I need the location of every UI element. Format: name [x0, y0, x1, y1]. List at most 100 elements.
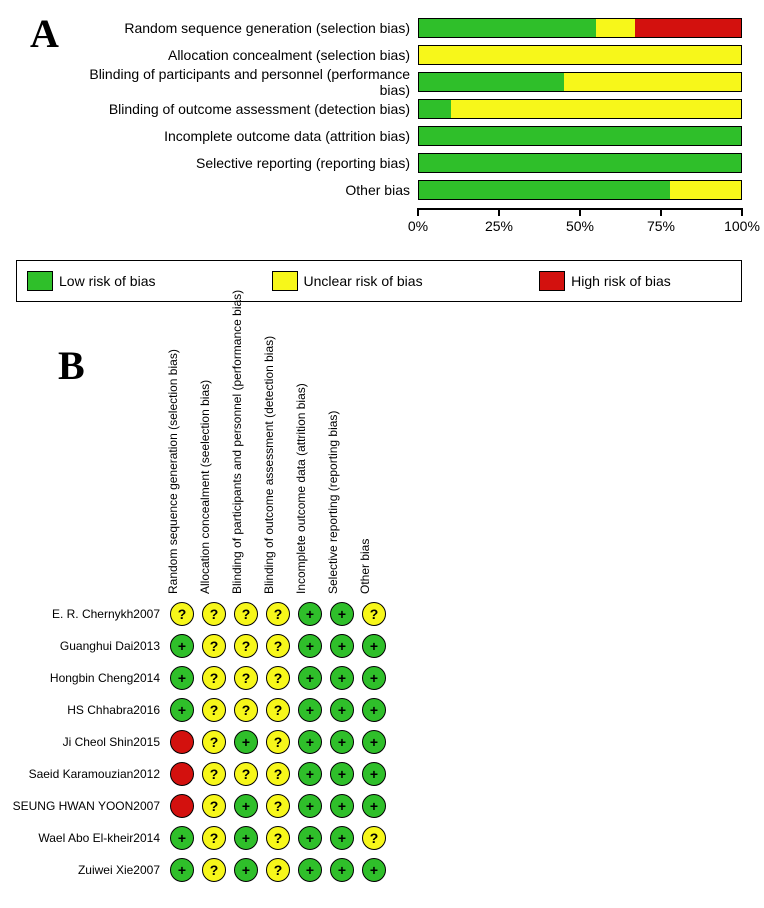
risk-circle-unclear: ?	[266, 666, 290, 690]
risk-circle-low: +	[330, 634, 354, 658]
panel-b-cell: +	[326, 822, 358, 854]
risk-circle-low: +	[298, 698, 322, 722]
panel-b-cell: +	[294, 598, 326, 630]
panel-b-cell: +	[358, 854, 390, 886]
risk-circle-low: +	[298, 666, 322, 690]
panel-a-bar-segment-unclear	[419, 46, 741, 64]
panel-a-bar-segment-low	[419, 154, 741, 172]
panel-a-bar-segment-low	[419, 100, 451, 118]
panel-b-cell: +	[230, 854, 262, 886]
risk-circle-unclear: ?	[202, 634, 226, 658]
panel-b-cell: +	[326, 694, 358, 726]
risk-circle-unclear: ?	[266, 762, 290, 786]
axis-tick-label: 25%	[485, 218, 513, 234]
panel-b-cell: ?	[198, 854, 230, 886]
panel-b-cell: +	[166, 662, 198, 694]
panel-b-cell: +	[294, 822, 326, 854]
risk-circle-low: +	[330, 762, 354, 786]
panel-b-cell: ?	[198, 694, 230, 726]
panel-b-column-header: Allocation concealment (seelection bias)	[198, 380, 212, 594]
panel-a-row-label: Blinding of participants and personnel (…	[70, 66, 418, 98]
panel-a-bar	[418, 99, 742, 119]
panel-a-row: Other bias	[70, 176, 750, 203]
risk-circle-low: +	[330, 666, 354, 690]
legend-item-unclear: Unclear risk of bias	[262, 271, 530, 291]
risk-circle-low: +	[298, 730, 322, 754]
axis-tick	[660, 208, 662, 216]
risk-circle-low: +	[362, 730, 386, 754]
panel-a-row-label: Allocation concealment (selection bias)	[70, 47, 418, 63]
axis-tick-label: 50%	[566, 218, 594, 234]
panel-b-row-label: HS Chhabra2016	[10, 703, 166, 717]
risk-circle-low: +	[234, 826, 258, 850]
panel-b-row-label: Hongbin Cheng2014	[10, 671, 166, 685]
panel-b-cell: ?	[230, 694, 262, 726]
panel-b-cell: ?	[262, 758, 294, 790]
risk-circle-low: +	[234, 794, 258, 818]
panel-b-cell: ?	[262, 598, 294, 630]
risk-circle-unclear: ?	[266, 794, 290, 818]
risk-circle-low: +	[362, 762, 386, 786]
panel-b-cell: +	[166, 694, 198, 726]
panel-b-row: Ji Cheol Shin2015?+?+++	[160, 726, 390, 758]
risk-circle-unclear: ?	[266, 602, 290, 626]
panel-b-cell: ?	[198, 758, 230, 790]
panel-b-column-header: Blinding of participants and personnel (…	[230, 290, 244, 594]
panel-b-cell: ?	[230, 598, 262, 630]
panel-b-cell: +	[358, 630, 390, 662]
risk-circle-low: +	[170, 666, 194, 690]
panel-b-cell: ?	[262, 854, 294, 886]
panel-a-legend: Low risk of biasUnclear risk of biasHigh…	[16, 260, 742, 302]
risk-circle-unclear: ?	[234, 602, 258, 626]
panel-b-cell: +	[230, 822, 262, 854]
axis-tick-label: 75%	[647, 218, 675, 234]
legend-swatch-low	[27, 271, 53, 291]
panel-a-bar	[418, 72, 742, 92]
panel-b-cell	[166, 726, 198, 758]
risk-circle-unclear: ?	[362, 602, 386, 626]
panel-b-column-header: Other bias	[358, 539, 372, 594]
risk-circle-unclear: ?	[266, 730, 290, 754]
risk-circle-unclear: ?	[202, 794, 226, 818]
panel-a-bar	[418, 126, 742, 146]
panel-b-cell: +	[294, 694, 326, 726]
panel-a-bar	[418, 180, 742, 200]
panel-a-bar-segment-low	[419, 127, 741, 145]
risk-circle-unclear: ?	[234, 634, 258, 658]
panel-b-cell: ?	[262, 822, 294, 854]
panel-b-row-label: E. R. Chernykh2007	[10, 607, 166, 621]
legend-swatch-unclear	[272, 271, 298, 291]
panel-a-row: Blinding of outcome assessment (detectio…	[70, 95, 750, 122]
panel-b-cell: +	[358, 726, 390, 758]
panel-a-row-label: Blinding of outcome assessment (detectio…	[70, 101, 418, 117]
risk-circle-low: +	[298, 794, 322, 818]
risk-circle-low: +	[330, 858, 354, 882]
panel-b-cell	[166, 790, 198, 822]
panel-b-cell: +	[358, 758, 390, 790]
panel-b-cell: ?	[262, 726, 294, 758]
panel-b-cell: ?	[262, 662, 294, 694]
panel-a-label: A	[30, 10, 59, 57]
panel-b-cell: +	[326, 598, 358, 630]
panel-a-row: Random sequence generation (selection bi…	[70, 14, 750, 41]
risk-circle-unclear: ?	[266, 698, 290, 722]
panel-b-cell: +	[166, 822, 198, 854]
risk-circle-low: +	[298, 634, 322, 658]
risk-circle-low: +	[298, 602, 322, 626]
panel-b-cell: ?	[262, 694, 294, 726]
risk-circle-low: +	[330, 794, 354, 818]
risk-circle-low: +	[362, 698, 386, 722]
panel-b-cell: ?	[358, 598, 390, 630]
risk-circle-low: +	[362, 794, 386, 818]
panel-b-cell: +	[326, 662, 358, 694]
panel-a-bar-segment-low	[419, 19, 596, 37]
panel-b-cell: +	[358, 694, 390, 726]
risk-circle-low: +	[298, 762, 322, 786]
panel-b-cell	[166, 758, 198, 790]
panel-b-cell: ?	[198, 662, 230, 694]
panel-a-bar	[418, 18, 742, 38]
panel-b-row: Saeid Karamouzian2012???+++	[160, 758, 390, 790]
panel-b-column-header: Random sequence generation (selection bi…	[166, 349, 180, 594]
axis-tick-label: 100%	[724, 218, 760, 234]
panel-b-label: B	[58, 342, 85, 389]
